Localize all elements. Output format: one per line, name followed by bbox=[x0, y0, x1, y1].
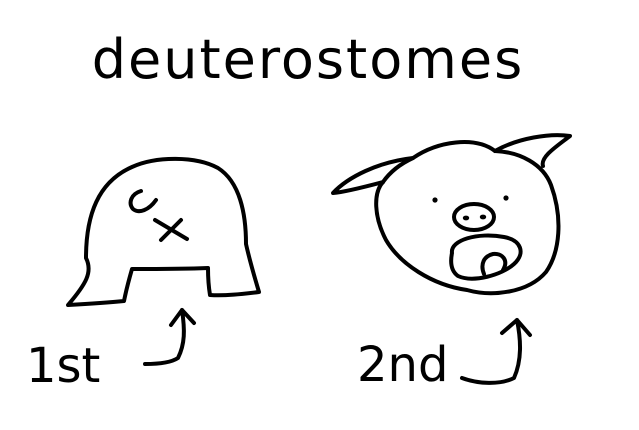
gastrula-x-mark bbox=[153, 218, 189, 242]
pig-right-eye bbox=[503, 195, 509, 201]
arrow-1st bbox=[143, 308, 196, 366]
diagram-title: deuterostomes bbox=[92, 28, 524, 91]
gastrula-drawing bbox=[66, 156, 261, 307]
arrow-2nd bbox=[460, 318, 532, 385]
pig-right-ear bbox=[493, 133, 572, 168]
pig-left-eye bbox=[432, 197, 438, 203]
gastrula-curl-mark bbox=[128, 189, 158, 214]
label-1st: 1st bbox=[26, 338, 100, 394]
pig-drawing bbox=[331, 133, 572, 296]
pig-left-nostril bbox=[462, 215, 470, 221]
pig-left-ear bbox=[331, 156, 415, 195]
pig-right-nostril bbox=[479, 214, 487, 220]
label-2nd: 2nd bbox=[357, 337, 448, 393]
pig-snout bbox=[452, 202, 496, 232]
pig-head-outline bbox=[374, 140, 561, 296]
pig-mouth bbox=[449, 233, 523, 281]
gastrula-outline bbox=[66, 156, 261, 307]
pig-tongue bbox=[480, 251, 508, 276]
